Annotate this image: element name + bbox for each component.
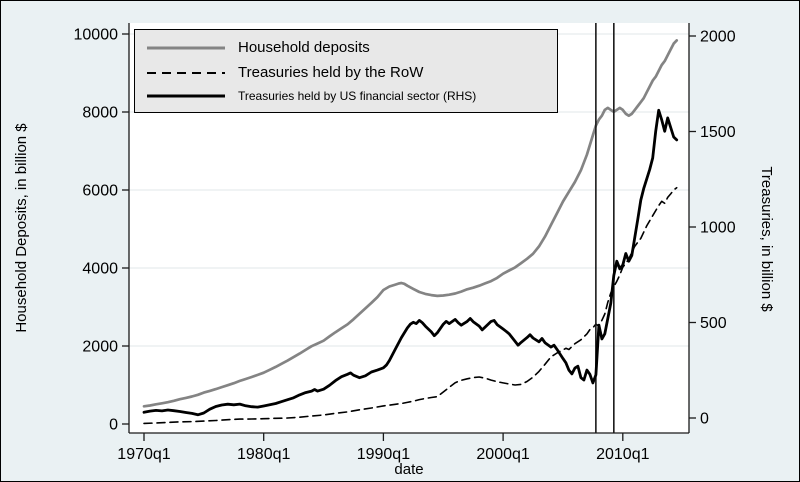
legend-label: Treasuries held by US financial sector (…	[238, 89, 477, 103]
legend-label: Household deposits	[238, 39, 370, 56]
y-right-tick-label: 1500	[700, 124, 736, 141]
y-right-tick-label: 1000	[700, 220, 736, 237]
y-left-tick-label: 4000	[82, 261, 118, 278]
y-right-tick-label: 2000	[700, 29, 736, 46]
x-axis-title: date	[394, 461, 424, 478]
series-line-treasuries-us-financial	[142, 108, 679, 417]
legend-label: Treasuries held by the RoW	[238, 64, 424, 81]
y-left-tick-label: 2000	[82, 339, 118, 356]
y-axis-title-left: Household Deposits, in billion $	[13, 123, 30, 333]
x-tick-label: 2010q1	[596, 446, 649, 463]
x-tick-label: 1980q1	[237, 446, 290, 463]
legend: Household deposits Treasuries held by th…	[134, 29, 558, 113]
x-tick-label: 1990q1	[357, 446, 410, 463]
dashed-black-line-icon	[147, 71, 225, 74]
y-left-tick-label: 6000	[82, 183, 118, 200]
y-right-tick-label: 0	[700, 411, 709, 428]
series-line-household-deposits	[142, 39, 679, 408]
series-line-treasuries-row	[143, 186, 678, 425]
x-tick-label: 1970q1	[117, 446, 170, 463]
solid-black-line-icon	[147, 94, 225, 98]
y-left-tick-label: 10000	[74, 27, 119, 44]
legend-entry-treasuries-us-financial: Treasuries held by US financial sector (…	[147, 90, 557, 102]
y-left-tick-label: 0	[109, 417, 118, 434]
y-axis-title-right: Treasuries, in billion $	[758, 166, 775, 312]
legend-entry-treasuries-row: Treasuries held by the RoW	[147, 65, 557, 80]
y-right-tick-label: 500	[700, 315, 727, 332]
y-left-tick-label: 8000	[82, 105, 118, 122]
solid-gray-line-icon	[147, 46, 225, 49]
x-tick-label: 2000q1	[476, 446, 529, 463]
legend-entry-household-deposits: Household deposits	[147, 40, 557, 55]
